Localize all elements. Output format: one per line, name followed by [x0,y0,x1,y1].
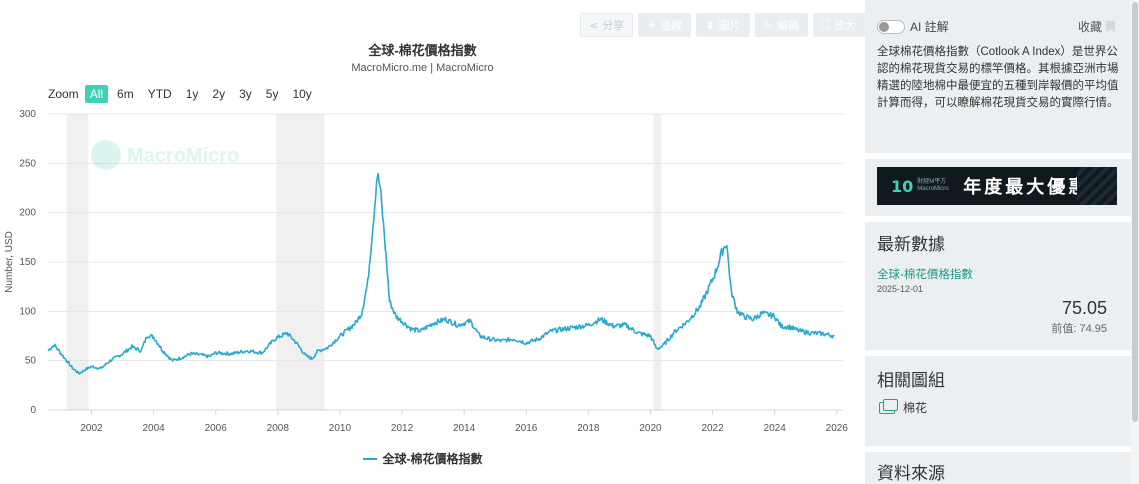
x-tick-label: 2004 [142,423,165,434]
related-item-cotton[interactable]: 棉花 [879,398,928,416]
follow-label: 追蹤 [660,20,683,32]
collect-label: 收藏 [1077,20,1102,34]
related-charts-title: 相關圖組 [877,371,945,390]
zoom-buttons: All 6m YTD 1y 2y 3y 5y 10y [84,85,321,103]
section-divider [865,153,1131,159]
latest-date: 2025-12-01 [877,284,924,294]
share-label: 分享 [602,20,625,32]
data-source-title: 資料來源 [877,464,945,483]
zoom-option-6m[interactable]: 6m [117,87,134,101]
chart-toolbar: ⋖ 分享 ✦ 追蹤 ⬇ 圖片 ✎ 編輯 ⛶ 放大 [580,13,865,37]
image-button[interactable]: ⬇ 圖片 [696,13,750,37]
x-tick-label: 2012 [391,423,414,434]
chart-subtitle: MacroMicro.me | MacroMicro [351,62,494,74]
share-button[interactable]: ⋖ 分享 [580,13,634,37]
watermark: MacroMicro [91,140,239,170]
edit-button[interactable]: ✎ 編輯 [754,13,808,37]
follow-button[interactable]: ✦ 追蹤 [638,13,692,37]
x-tick-label: 2018 [577,423,600,434]
chart-description: 全球棉花價格指數（Cotlook A Index）是世界公認的棉花現貨交易的標竿… [877,46,1119,109]
zoom-option-5y[interactable]: 5y [265,87,279,101]
section-divider [865,350,1131,356]
chart-panel: ⋖ 分享 ✦ 追蹤 ⬇ 圖片 ✎ 編輯 ⛶ 放大 全球-棉花價格指數 MacroMicro… [0,13,865,467]
promo-banner[interactable]: 10 財經M平方 MacroMicro 年度最大優惠 [877,167,1117,205]
folder-icon [879,398,898,414]
line-chart[interactable]: 0 50 100 150 200 250 300 2002 2004 2006 2008 2010 20… [0,100,860,445]
banner-brand: 財經M平方 MacroMicro [917,179,949,192]
zoom-option-all[interactable]: All [84,85,109,103]
chart-legend[interactable]: 全球-棉花價格指數 [0,450,845,467]
zoom-option-1y[interactable]: 1y [185,87,199,101]
edit-label: 編輯 [776,20,799,32]
watermark-text: MacroMicro [127,145,239,167]
enlarge-label: 放大 [833,20,856,32]
zoom-option-10y[interactable]: 10y [292,87,312,101]
y-tick-label: 200 [19,208,36,219]
related-item-label: 棉花 [903,401,928,415]
x-tick-label: 2010 [329,423,352,434]
legend-swatch [362,457,377,460]
section-divider [865,216,1131,222]
image-label: 圖片 [718,20,741,32]
ai-annotation-row: AI 註解 收藏 [877,18,1115,35]
latest-data-title: 最新數據 [877,235,945,254]
pencil-icon: ✎ [763,19,773,32]
x-tick-label: 2006 [205,423,228,434]
chart-title: 全球-棉花價格指數 [368,43,477,58]
zoom-option-ytd[interactable]: YTD [147,87,172,101]
y-tick-label: 100 [19,306,36,317]
section-divider [865,446,1131,452]
banner-stripes [1077,167,1117,205]
zoom-selector: Zoom All 6m YTD 1y 2y 3y 5y 10y [48,85,321,103]
expand-icon: ⛶ [821,18,830,31]
scrollbar-track[interactable] [1131,0,1139,484]
x-tick-label: 2026 [826,423,849,434]
sidebar: AI 註解 收藏 全球棉花價格指數（Cotlook A Index）是世界公認的… [865,0,1139,484]
enlarge-button[interactable]: ⛶ 放大 [812,13,865,37]
scrollbar-thumb[interactable] [1132,2,1138,422]
latest-series-link[interactable]: 全球-棉花價格指數 [877,269,973,281]
watermark-logo-icon [91,140,121,170]
banner-logo: 10 [891,176,914,196]
collect-button[interactable]: 收藏 [1078,18,1115,35]
x-tick-label: 2016 [515,423,538,434]
zoom-option-3y[interactable]: 3y [239,87,252,101]
y-tick-label: 50 [25,356,37,367]
y-tick-label: 0 [30,405,36,416]
series-line-cotton-index[interactable] [47,173,835,375]
download-icon: ⬇ [705,19,715,32]
x-tick-label: 2022 [701,423,724,434]
share-icon: ⋖ [589,19,599,32]
ai-toggle[interactable] [877,19,905,34]
banner-headline: 年度最大優惠 [963,177,1090,197]
x-tick-label: 2020 [639,423,662,434]
zoom-option-2y[interactable]: 2y [212,87,226,101]
x-tick-label: 2002 [80,423,103,434]
bookmark-icon [1106,20,1115,33]
legend-label: 全球-棉花價格指數 [382,452,483,466]
ai-label: AI 註解 [910,20,949,34]
y-axis-label: Number, USD [4,231,15,293]
x-tick-label: 2008 [267,423,290,434]
x-tick-label: 2024 [764,423,787,434]
gear-icon: ✦ [647,19,657,32]
zoom-label: Zoom [48,87,79,101]
x-tick-label: 2014 [453,423,476,434]
y-tick-label: 300 [19,109,36,120]
y-tick-label: 250 [19,158,36,169]
previous-value: 前值: 74.95 [1051,323,1107,335]
y-tick-label: 150 [19,257,36,268]
latest-value: 75.05 [1061,298,1107,318]
